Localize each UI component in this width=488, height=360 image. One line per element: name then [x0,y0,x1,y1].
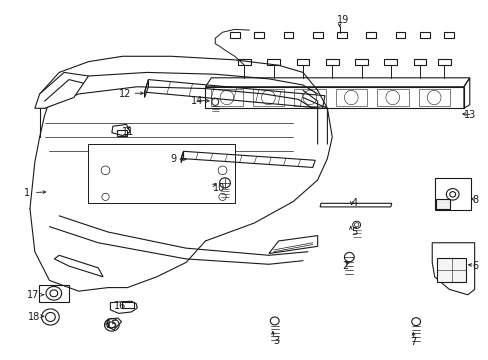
Polygon shape [54,255,103,277]
Bar [437,59,450,65]
Bar [336,32,346,38]
Text: 16: 16 [114,301,126,311]
Bar [296,59,309,65]
Bar [312,32,322,38]
Text: 15: 15 [105,320,118,330]
Bar [366,32,375,38]
Text: 2: 2 [341,261,347,271]
Bar [117,130,127,136]
Text: 6: 6 [471,261,478,271]
Bar [395,32,405,38]
Bar [294,89,325,107]
Bar [354,59,367,65]
Text: 9: 9 [170,154,176,164]
Bar [335,89,366,107]
Text: 7: 7 [409,337,416,347]
Text: 17: 17 [27,291,40,301]
Bar [325,59,338,65]
Bar [211,89,243,107]
Bar [436,258,466,282]
Text: 4: 4 [351,198,357,208]
Bar [413,59,426,65]
Text: 11: 11 [122,127,134,136]
Text: 1: 1 [24,188,30,198]
Bar [435,199,449,210]
Bar [384,59,396,65]
Polygon shape [35,72,88,108]
Bar [122,302,134,309]
Bar [418,89,449,107]
Text: 19: 19 [336,15,349,26]
Bar [238,59,250,65]
Text: 10: 10 [212,183,224,193]
Bar [39,285,69,302]
Bar [376,89,408,107]
Bar [419,32,429,38]
Bar [229,32,239,38]
Text: 8: 8 [471,195,478,205]
Text: 3: 3 [273,336,279,346]
Text: 18: 18 [27,312,40,322]
Bar [267,59,280,65]
Bar [88,144,234,203]
Bar [444,32,453,38]
Text: 14: 14 [190,96,203,106]
Text: 13: 13 [463,111,475,121]
Bar [254,32,264,38]
Bar [434,178,470,211]
Bar [252,89,284,107]
Bar [283,32,293,38]
Text: 5: 5 [350,227,356,237]
Text: 12: 12 [119,89,131,99]
